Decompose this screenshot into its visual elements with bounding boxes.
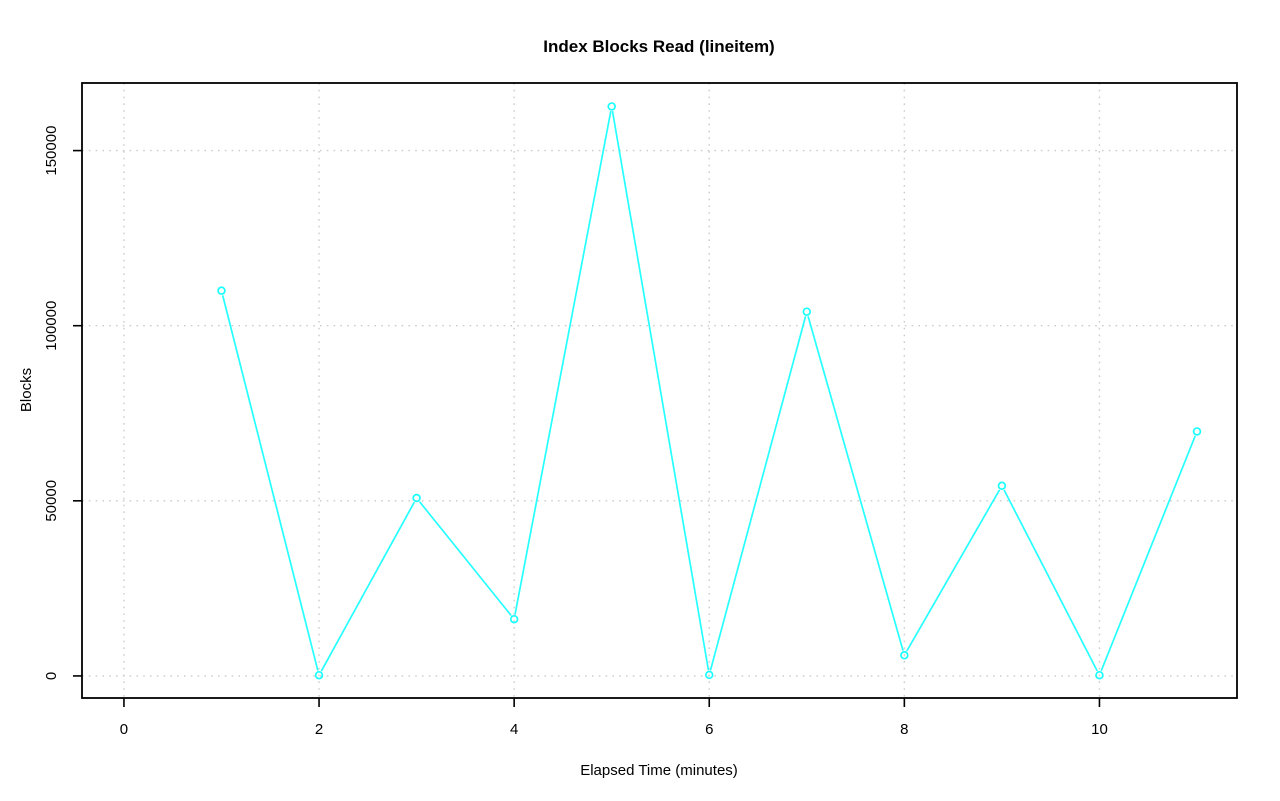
series-line-segment xyxy=(1100,435,1196,671)
x-axis-title: Elapsed Time (minutes) xyxy=(580,762,738,779)
chart-title: Index Blocks Read (lineitem) xyxy=(543,37,774,56)
y-tick-label: 100000 xyxy=(43,301,60,351)
data-point-marker xyxy=(802,307,812,316)
data-point-marker xyxy=(314,670,324,680)
series-line-segment xyxy=(709,316,807,671)
data-point-marker xyxy=(607,102,616,111)
tick-layer xyxy=(73,149,1101,707)
x-tick-label: 6 xyxy=(705,721,713,738)
data-point-marker xyxy=(705,670,714,680)
series-line-segment xyxy=(419,501,512,616)
series-line-segment xyxy=(320,501,415,672)
series-line-segment xyxy=(611,111,710,671)
series-line-segment xyxy=(514,111,612,615)
grid-layer xyxy=(82,83,1237,698)
data-point-marker xyxy=(217,286,226,295)
series-layer xyxy=(221,111,1196,672)
y-tick-label: 150000 xyxy=(43,126,60,176)
x-tick-label: 10 xyxy=(1091,721,1108,738)
y-tick-label: 0 xyxy=(43,672,60,680)
marker-layer xyxy=(217,102,1202,680)
plot-border xyxy=(81,82,1238,699)
series-line-segment xyxy=(221,295,319,671)
data-point-marker xyxy=(997,481,1007,491)
series-line-segment xyxy=(1003,489,1098,672)
series-line-segment xyxy=(906,489,1001,652)
x-tick-label: 2 xyxy=(315,721,323,738)
x-tick-label: 4 xyxy=(510,721,518,738)
data-point-marker xyxy=(412,493,421,503)
data-point-marker xyxy=(900,651,909,660)
series-line-segment xyxy=(807,316,904,651)
y-tick-label: 50000 xyxy=(43,480,60,522)
data-point-marker xyxy=(1192,427,1202,436)
data-point-marker xyxy=(509,614,519,624)
x-tick-label: 8 xyxy=(900,721,908,738)
data-point-marker xyxy=(1095,670,1104,680)
x-tick-label: 0 xyxy=(120,721,128,738)
tick-label-layer: 0 2 4 6 8 10 0 50000 100000 150000 xyxy=(43,126,1108,738)
y-axis-title: Blocks xyxy=(18,368,35,412)
